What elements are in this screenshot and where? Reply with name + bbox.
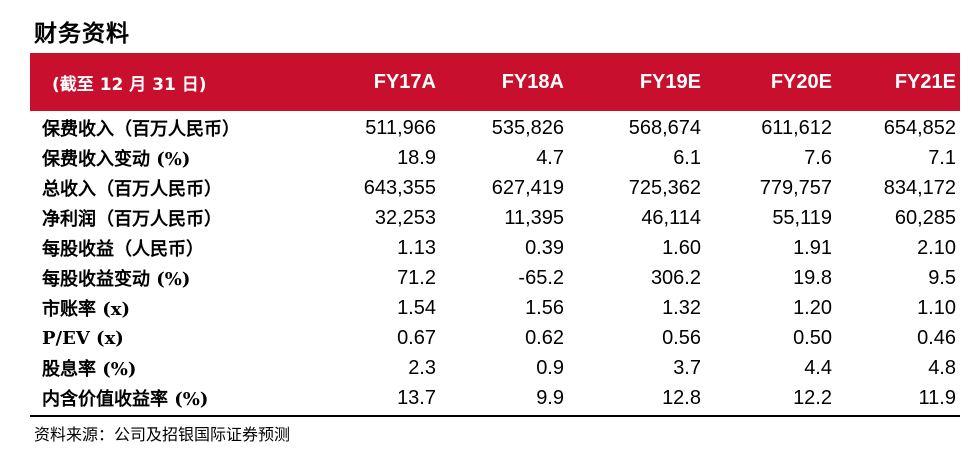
- row-value: 0.9: [536, 356, 564, 379]
- row-value: 1.32: [662, 296, 701, 319]
- row-value: 9.9: [536, 386, 564, 409]
- row-value: 11,395: [504, 206, 564, 229]
- row-label: P/EV (x): [42, 327, 124, 349]
- row-value: 779,757: [759, 176, 832, 199]
- row-value: 627,419: [491, 176, 564, 199]
- row-value: 643,355: [363, 176, 436, 199]
- table-body: 保费收入（百万人民币） 511,966 535,826 568,674 611,612 6…: [30, 111, 960, 413]
- row-value: 11.9: [918, 386, 956, 409]
- row-value: 4.7: [536, 146, 564, 169]
- table-row: 股息率 (%) 2.3 0.9 3.7 4.4 4.8: [30, 353, 960, 383]
- row-value: 1.20: [793, 296, 832, 319]
- row-value: 535,826: [491, 116, 564, 139]
- row-value: 13.7: [397, 386, 436, 409]
- row-value: -65.2: [518, 266, 564, 289]
- row-value: 55,119: [772, 206, 832, 229]
- row-value: 12.8: [662, 386, 701, 409]
- row-value: 654,852: [883, 116, 956, 139]
- page-title: 财务资料: [34, 20, 130, 47]
- row-value: 1.56: [525, 296, 564, 319]
- row-value: 611,612: [761, 116, 832, 139]
- row-label: 市账率 (x): [42, 299, 131, 320]
- row-value: 2.10: [917, 236, 956, 259]
- row-label: 内含价值收益率 (%): [42, 389, 209, 410]
- source-note: 资料来源：公司及招银国际证券预测: [34, 425, 291, 444]
- row-value: 32,253: [374, 206, 436, 229]
- table-row: 市账率 (x) 1.54 1.56 1.32 1.20 1.10: [30, 293, 960, 323]
- table-bottom-rule: [30, 415, 960, 417]
- row-value: 0.62: [525, 326, 564, 349]
- row-value: 3.7: [673, 356, 701, 379]
- row-value: 0.67: [397, 326, 436, 349]
- header-fy19e: FY19E: [639, 70, 701, 93]
- row-value: 834,172: [883, 176, 956, 199]
- row-value: 6.1: [673, 146, 701, 169]
- row-value: 4.4: [804, 356, 832, 379]
- header-fy21e: FY21E: [894, 70, 956, 93]
- row-value: 0.39: [525, 236, 564, 259]
- table-row: 总收入（百万人民币） 643,355 627,419 725,362 779,757 83…: [30, 173, 960, 203]
- table-header: (截至 12 月 31 日) FY17A FY18A FY19E FY20E F…: [30, 53, 960, 111]
- financial-table: (截至 12 月 31 日) FY17A FY18A FY19E FY20E F…: [30, 53, 960, 417]
- row-value: 9.5: [928, 266, 956, 289]
- row-value: 7.1: [928, 146, 956, 169]
- row-value: 511,966: [365, 116, 436, 139]
- row-label: 保费收入变动 (%): [42, 149, 191, 170]
- header-fy20e: FY20E: [770, 70, 832, 93]
- row-value: 71.2: [397, 266, 436, 289]
- row-value: 725,362: [628, 176, 701, 199]
- row-value: 1.60: [662, 236, 701, 259]
- row-value: 2.3: [408, 356, 436, 379]
- row-value: 0.46: [917, 326, 956, 349]
- header-fy18a: FY18A: [501, 70, 564, 93]
- table-row: 保费收入变动 (%) 18.9 4.7 6.1 7.6 7.1: [30, 143, 960, 173]
- row-label: 股息率 (%): [42, 359, 137, 380]
- header-fy17a: FY17A: [373, 70, 436, 93]
- row-value: 7.6: [804, 146, 832, 169]
- row-value: 1.91: [793, 236, 832, 259]
- table-row: 每股收益变动 (%) 71.2 -65.2 306.2 19.8 9.5: [30, 263, 960, 293]
- header-label: (截至 12 月 31 日): [52, 74, 207, 95]
- row-value: 1.13: [397, 236, 436, 259]
- row-value: 12.2: [793, 386, 832, 409]
- row-value: 306.2: [650, 266, 701, 289]
- row-label: 净利润（百万人民币）: [42, 209, 222, 230]
- row-value: 4.8: [928, 356, 956, 379]
- row-value: 0.56: [662, 326, 701, 349]
- table-row: 保费收入（百万人民币） 511,966 535,826 568,674 611,612 6…: [30, 113, 960, 143]
- row-value: 19.8: [793, 266, 832, 289]
- row-label: 保费收入（百万人民币）: [42, 119, 240, 140]
- row-value: 46,114: [641, 206, 701, 229]
- row-label: 每股收益变动 (%): [42, 269, 191, 290]
- row-value: 18.9: [397, 146, 436, 169]
- row-value: 1.54: [397, 296, 436, 319]
- row-label: 总收入（百万人民币）: [42, 179, 222, 200]
- row-label: 每股收益（人民币）: [42, 239, 204, 260]
- table-row: 每股收益（人民币） 1.13 0.39 1.60 1.91 2.10: [30, 233, 960, 263]
- row-value: 0.50: [793, 326, 832, 349]
- table-row: P/EV (x) 0.67 0.62 0.56 0.50 0.46: [30, 323, 960, 353]
- row-value: 568,674: [628, 116, 701, 139]
- table-row: 内含价值收益率 (%) 13.7 9.9 12.8 12.2 11.9: [30, 383, 960, 413]
- row-value: 60,285: [894, 206, 956, 229]
- row-value: 1.10: [917, 296, 956, 319]
- table-row: 净利润（百万人民币） 32,253 11,395 46,114 55,119 60,285: [30, 203, 960, 233]
